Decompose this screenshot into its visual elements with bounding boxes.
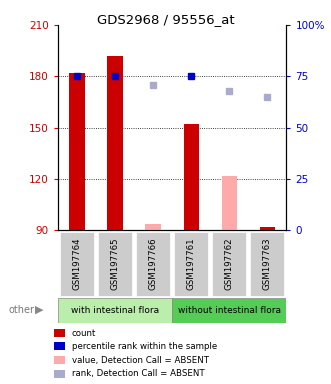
Bar <box>107 56 122 230</box>
Text: with intestinal flora: with intestinal flora <box>71 306 159 314</box>
Text: count: count <box>72 329 96 338</box>
Bar <box>54 329 65 337</box>
Bar <box>212 232 246 296</box>
Text: GSM197765: GSM197765 <box>111 238 119 290</box>
Text: GSM197762: GSM197762 <box>225 238 234 290</box>
Text: percentile rank within the sample: percentile rank within the sample <box>72 342 217 351</box>
Bar <box>260 227 275 230</box>
Bar <box>54 343 65 350</box>
Bar <box>58 298 172 323</box>
Bar <box>221 175 237 230</box>
Bar <box>98 232 132 296</box>
Bar <box>136 232 170 296</box>
Bar <box>183 124 199 230</box>
Text: rank, Detection Call = ABSENT: rank, Detection Call = ABSENT <box>72 369 205 378</box>
Text: GDS2968 / 95556_at: GDS2968 / 95556_at <box>97 13 234 26</box>
Bar <box>174 232 208 296</box>
Bar <box>250 232 284 296</box>
Text: GSM197764: GSM197764 <box>72 238 81 290</box>
Text: value, Detection Call = ABSENT: value, Detection Call = ABSENT <box>72 356 209 364</box>
Text: without intestinal flora: without intestinal flora <box>178 306 281 314</box>
Text: GSM197761: GSM197761 <box>187 238 196 290</box>
Text: GSM197766: GSM197766 <box>149 238 158 290</box>
Text: ▶: ▶ <box>35 305 43 315</box>
Bar <box>54 370 65 377</box>
Bar <box>145 223 161 230</box>
Bar <box>172 298 286 323</box>
Bar <box>70 73 85 230</box>
Bar <box>60 232 94 296</box>
Text: GSM197763: GSM197763 <box>263 238 272 290</box>
Bar <box>54 356 65 364</box>
Text: other: other <box>8 305 34 315</box>
